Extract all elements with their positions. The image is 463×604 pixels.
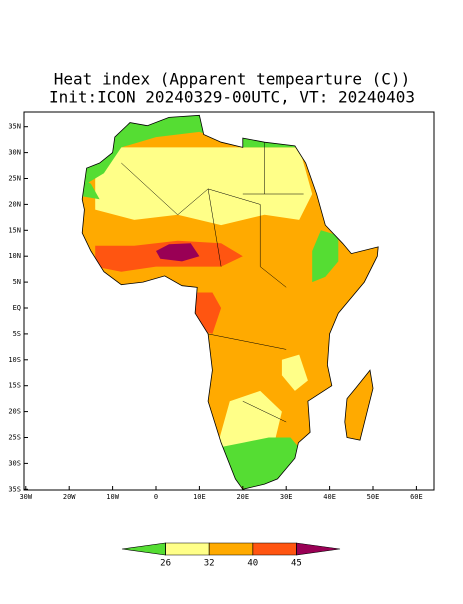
border	[208, 333, 287, 350]
lat-tick-label: 35N	[8, 123, 21, 131]
lon-tick-label: 10W	[106, 493, 119, 501]
lat-tick-label: 15S	[8, 382, 21, 390]
lat-tick-label: 5S	[13, 330, 21, 338]
field	[312, 230, 339, 283]
colorbar-label: 32	[204, 559, 215, 569]
lon-tick-label: 60E	[410, 493, 423, 501]
field	[281, 354, 308, 391]
map-title: Heat index (Apparent tempearture (C))	[54, 70, 410, 89]
coastline	[81, 114, 379, 490]
colorbar-label: 45	[291, 559, 302, 569]
lon-tick-label: 30W	[19, 493, 32, 501]
field	[95, 147, 313, 226]
colorbar-segment	[252, 542, 297, 556]
madagascar	[344, 369, 374, 441]
lon-tick-label: 10E	[193, 493, 206, 501]
lat-tick-label: 35S	[8, 485, 21, 493]
lat-tick-label: 10S	[8, 356, 21, 364]
border	[242, 400, 287, 423]
lon-tick-label: 40E	[323, 493, 336, 501]
colorbar-segment	[121, 542, 166, 556]
lon-tick-label: 50E	[367, 493, 380, 501]
colorbar-label: 26	[160, 559, 171, 569]
lat-tick-label: 25N	[8, 175, 21, 183]
lon-tick-label: 30E	[280, 493, 293, 501]
lon-tick-label: 0	[154, 493, 158, 501]
lon-tick-label: 20E	[236, 493, 249, 501]
colorbar-segment	[296, 542, 341, 556]
lat-tick-label: 10N	[8, 252, 21, 260]
field	[156, 243, 200, 262]
lat-tick-label: 15N	[8, 226, 21, 234]
map	[81, 114, 379, 490]
lat-tick-label: 20S	[8, 408, 21, 416]
border	[259, 204, 287, 288]
lat-tick-label: 5N	[13, 278, 21, 286]
colorbar-segment	[208, 542, 254, 556]
colorbar: 26 32 40 45	[121, 542, 341, 569]
lat-tick-label: 20N	[8, 200, 21, 208]
colorbar-segment	[165, 542, 210, 556]
border	[207, 188, 222, 267]
map-subtitle: Init:ICON 20240329-00UTC, VT: 20240403	[49, 88, 415, 107]
axes: 35N 30N 25N 20N 15N 10N 5N EQ 5S 10S 15S 20S 25S 30S 3…	[8, 123, 422, 501]
border	[121, 162, 261, 216]
lat-tick-label: EQ	[13, 304, 21, 312]
lat-tick-label: 25S	[8, 434, 21, 442]
lat-tick-label: 30N	[8, 149, 21, 157]
fields	[82, 115, 379, 490]
lat-tick-label: 30S	[8, 459, 21, 467]
colorbar-label: 40	[247, 559, 258, 569]
field	[216, 390, 282, 453]
lon-tick-label: 20W	[63, 493, 76, 501]
